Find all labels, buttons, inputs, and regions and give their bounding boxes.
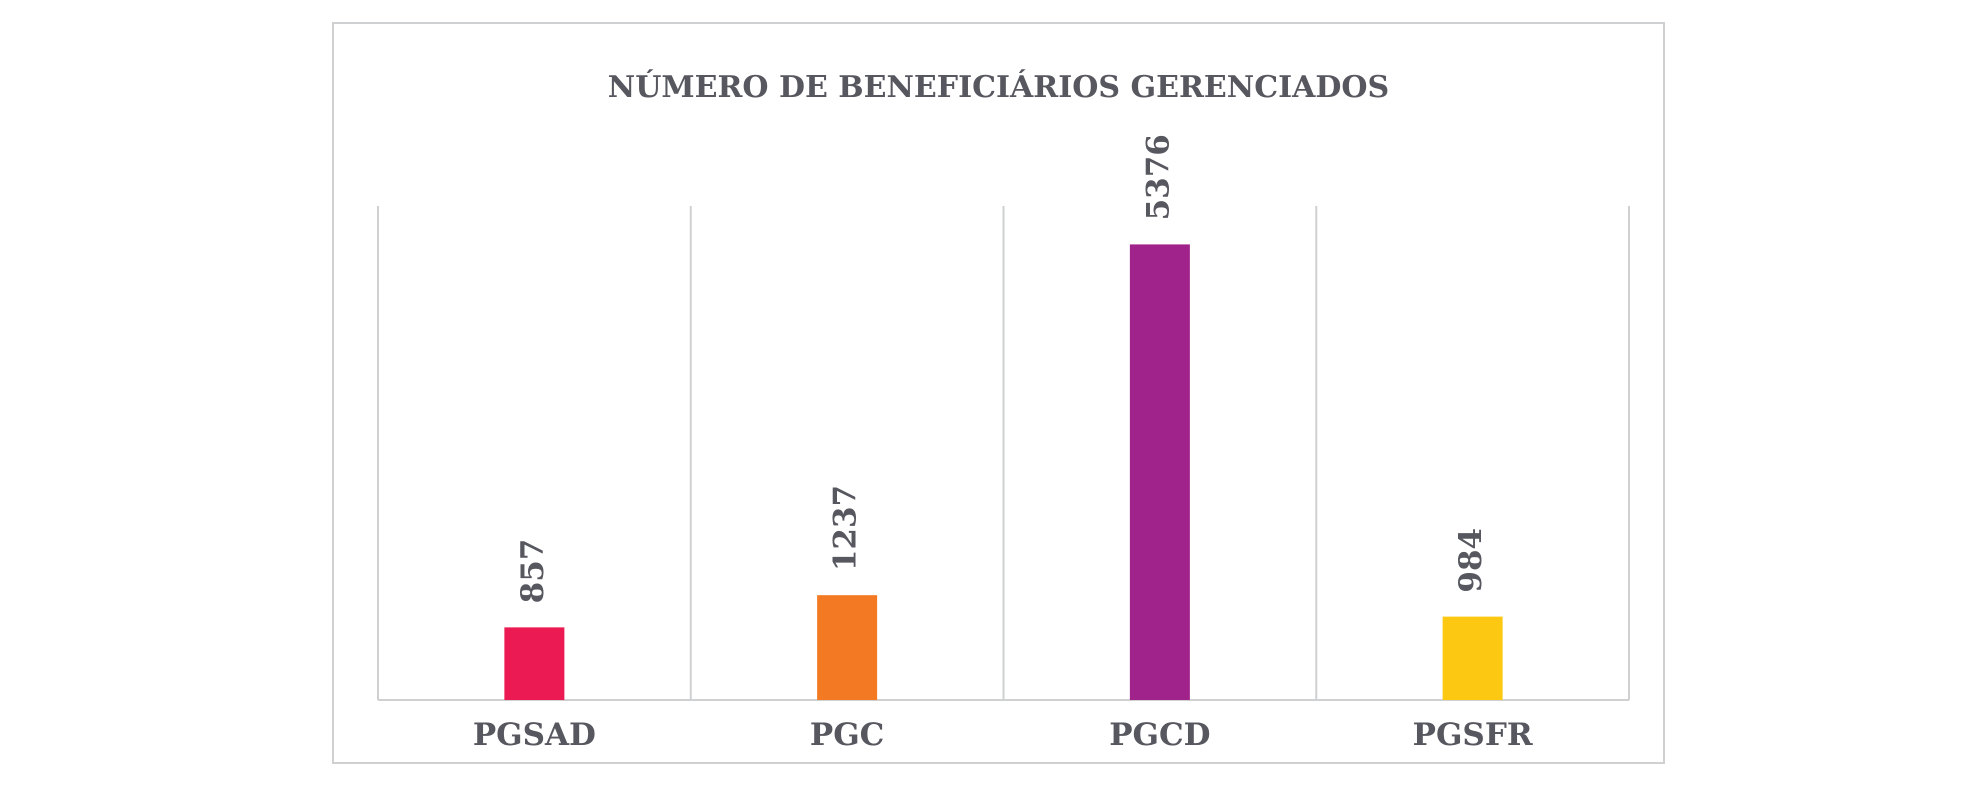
value-label-pgsfr: 984 bbox=[1453, 528, 1489, 593]
value-labels: 857 1237 5376 984 bbox=[515, 134, 1489, 603]
category-label-pgcd: PGCD bbox=[1109, 717, 1210, 753]
value-label-pgcd: 5376 bbox=[1140, 134, 1176, 220]
chart-title: NÚMERO DE BENEFICIÁRIOS GERENCIADOS bbox=[607, 70, 1390, 105]
category-label-pgc: PGC bbox=[810, 717, 884, 753]
value-label-pgc: 1237 bbox=[828, 485, 864, 571]
bar-pgsad bbox=[504, 627, 565, 700]
category-label-pgsfr: PGSFR bbox=[1413, 717, 1533, 753]
category-labels: PGSAD PGC PGCD PGSFR bbox=[473, 717, 1533, 753]
category-separators bbox=[377, 206, 1630, 700]
bar-pgc bbox=[817, 595, 878, 700]
bar-pgsfr bbox=[1442, 616, 1503, 700]
bars bbox=[504, 244, 1503, 700]
category-label-pgsad: PGSAD bbox=[473, 717, 596, 753]
bar-pgcd bbox=[1129, 244, 1190, 700]
value-label-pgsad: 857 bbox=[515, 539, 551, 604]
